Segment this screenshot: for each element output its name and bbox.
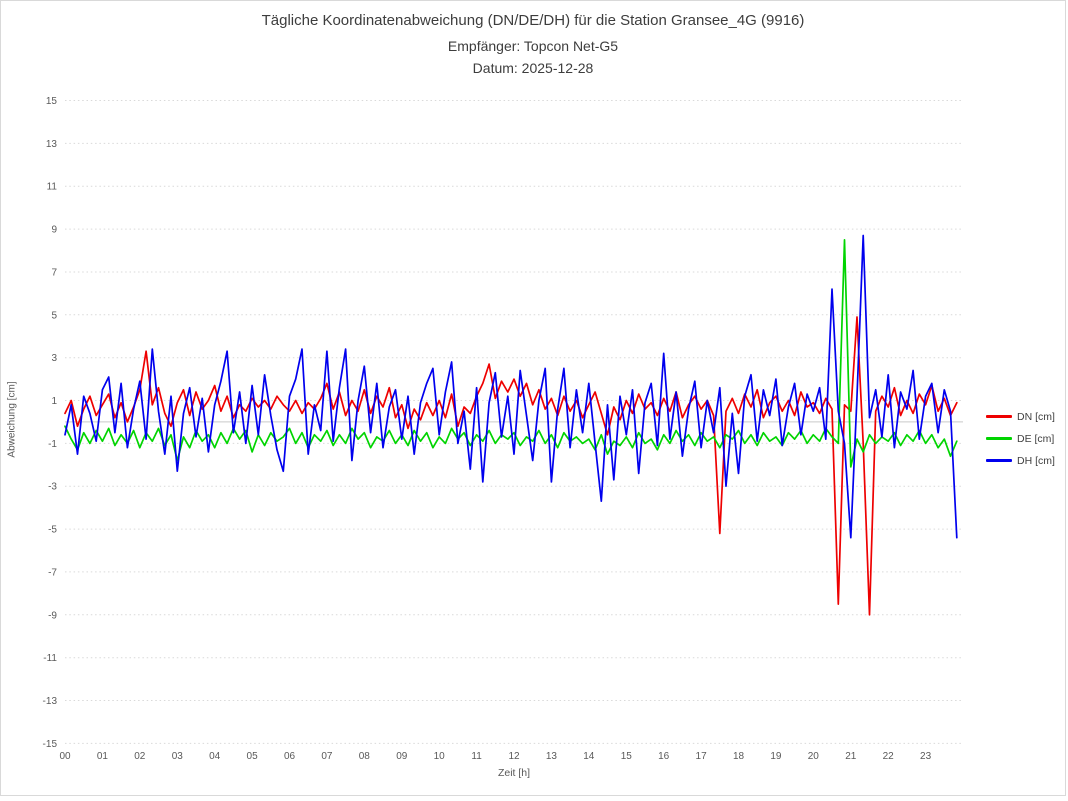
y-tick-label: -15 (43, 739, 58, 750)
series-line-dn (64, 316, 958, 616)
dn-line-swatch-icon (986, 415, 1012, 418)
legend-item-de: DE [cm] (986, 432, 1055, 445)
x-tick-label: 10 (434, 751, 446, 762)
series-line-de (64, 238, 958, 468)
x-tick-label: 08 (359, 751, 371, 762)
legend-label-dn: DN [cm] (1017, 410, 1055, 423)
x-tick-label: 16 (658, 751, 670, 762)
y-tick-label: -3 (48, 482, 57, 493)
x-tick-label: 07 (321, 751, 333, 762)
x-tick-label: 03 (172, 751, 184, 762)
chart-subtitle-receiver: Empfänger: Topcon Net-G5 (447, 38, 619, 54)
y-tick-label: -1 (48, 439, 57, 450)
x-tick-label: 05 (247, 751, 259, 762)
x-tick-label: 13 (546, 751, 558, 762)
dh-line-swatch-icon (986, 459, 1012, 462)
y-tick-label: 1 (51, 396, 57, 407)
x-tick-label: 12 (508, 751, 520, 762)
y-tick-label: 5 (51, 310, 57, 321)
legend-label-de: DE [cm] (1017, 432, 1055, 445)
y-tick-label: 7 (51, 268, 57, 279)
y-tick-label: -13 (43, 696, 58, 707)
chart-title: Tägliche Koordinatenabweichung (DN/DE/DH… (261, 12, 805, 29)
y-tick-label: 11 (47, 182, 58, 193)
x-tick-label: 23 (920, 751, 932, 762)
x-tick-label: 06 (284, 751, 296, 762)
x-tick-label: 22 (883, 751, 895, 762)
legend: DN [cm] DE [cm] DH [cm] (986, 410, 1055, 467)
chart-subtitle-date: Datum: 2025-12-28 (472, 60, 594, 76)
legend-item-dh: DH [cm] (986, 454, 1055, 467)
x-tick-label: 02 (134, 751, 146, 762)
y-tick-label: -9 (48, 610, 57, 621)
series-line-dh (64, 234, 958, 539)
y-tick-label: 15 (46, 96, 58, 107)
x-tick-label: 09 (396, 751, 408, 762)
legend-label-dh: DH [cm] (1017, 454, 1055, 467)
x-tick-label: 04 (209, 751, 221, 762)
x-tick-label: 14 (583, 751, 595, 762)
x-tick-label: 11 (471, 751, 482, 762)
x-tick-label: 01 (97, 751, 109, 762)
de-line-swatch-icon (986, 437, 1012, 440)
y-axis-title: Abweichung [cm] (6, 381, 18, 458)
x-tick-label: 20 (808, 751, 820, 762)
x-tick-label: 15 (621, 751, 633, 762)
x-tick-label: 21 (845, 751, 857, 762)
y-tick-label: -5 (48, 525, 57, 536)
x-tick-label: 17 (696, 751, 708, 762)
y-tick-label: -11 (43, 653, 57, 664)
y-tick-label: 3 (51, 353, 57, 364)
x-axis-title: Zeit [h] (497, 767, 531, 779)
x-tick-label: 00 (59, 751, 71, 762)
x-tick-label: 19 (770, 751, 782, 762)
y-tick-label: 13 (46, 139, 58, 150)
legend-item-dn: DN [cm] (986, 410, 1055, 423)
x-tick-label: 18 (733, 751, 745, 762)
y-tick-label: 9 (51, 225, 57, 236)
y-tick-label: -7 (48, 567, 57, 578)
